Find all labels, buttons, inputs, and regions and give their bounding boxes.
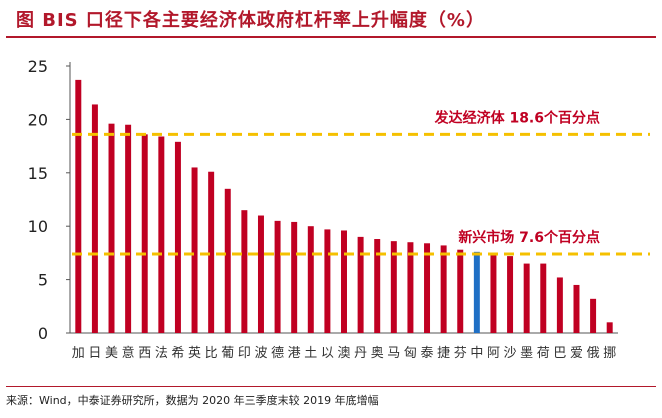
x-tick-label: 捷 (437, 346, 450, 361)
x-tick-label: 以 (321, 346, 334, 361)
x-tick-label: 荷 (537, 346, 550, 361)
bar-32 (606, 322, 613, 333)
x-tick-label: 德 (271, 346, 284, 361)
bar-26 (507, 256, 514, 333)
reference-label-0: 发达经济体 18.6个百分点 (434, 109, 600, 126)
y-tick-label: 5 (38, 271, 48, 290)
x-tick-label: 泰 (421, 346, 434, 361)
x-tick-label: 日 (88, 346, 101, 361)
bar-16 (341, 230, 347, 333)
bar-9 (224, 188, 231, 333)
bar-12 (274, 220, 281, 333)
bar-8 (208, 171, 215, 333)
bar-31 (590, 298, 597, 333)
x-tick-label: 俄 (587, 346, 600, 361)
x-tick-label: 希 (171, 346, 184, 361)
bar-4 (141, 134, 148, 333)
y-tick-label: 25 (28, 57, 48, 76)
x-tick-label: 挪 (603, 346, 616, 361)
x-tick-label: 匈 (404, 346, 417, 361)
reference-label-1: 新兴市场 7.6个百分点 (458, 229, 600, 246)
bar-6 (174, 141, 181, 333)
bar-0 (75, 79, 82, 333)
chart-title: 图 BIS 口径下各主要经济体政府杠杆率上升幅度（%） (16, 10, 485, 31)
x-tick-label: 印 (238, 346, 251, 361)
x-tick-label: 芬 (454, 346, 467, 361)
y-tick-label: 0 (38, 324, 48, 343)
x-tick-label: 爱 (570, 346, 583, 361)
y-tick-label: 15 (28, 164, 48, 183)
bar-29 (556, 277, 563, 333)
bar-1 (91, 104, 98, 333)
bar-19 (390, 241, 397, 333)
y-tick-label: 10 (28, 217, 48, 236)
x-tick-label: 阿 (487, 346, 500, 361)
bar-21 (424, 243, 431, 333)
bar-18 (374, 239, 381, 333)
source-divider (6, 386, 656, 387)
x-tick-label: 葡 (221, 346, 234, 361)
x-tick-label: 奥 (371, 346, 384, 361)
x-tick-label: 澳 (337, 345, 350, 361)
bar-24 (473, 251, 480, 333)
x-tick-label: 沙 (504, 346, 517, 361)
bar-20 (407, 242, 414, 333)
bar-13 (291, 221, 298, 333)
bar-28 (540, 263, 547, 333)
x-tick-label: 马 (387, 346, 400, 361)
bar-17 (357, 236, 364, 333)
x-tick-label: 墨 (520, 346, 533, 361)
x-tick-label: 巴 (553, 346, 566, 361)
bar-5 (158, 136, 165, 333)
x-tick-label: 港 (288, 346, 301, 361)
title-bar: 图 BIS 口径下各主要经济体政府杠杆率上升幅度（%） (0, 0, 662, 34)
bar-10 (241, 210, 248, 333)
x-tick-label: 意 (122, 345, 135, 361)
x-tick-label: 比 (205, 346, 218, 361)
bar-11 (257, 215, 264, 333)
bar-30 (573, 284, 580, 333)
bar-2 (108, 123, 115, 333)
x-tick-label: 加 (72, 346, 85, 361)
bar-27 (523, 263, 530, 333)
bar-3 (125, 124, 132, 334)
chart-area: 0 5 10 15 20 25 加日美意西法希英比葡印波德港土以澳丹奥马匈泰捷芬中阿沙墨荷巴… (0, 40, 662, 380)
bar-23 (457, 249, 464, 333)
bar-25 (490, 255, 497, 333)
source-note: 来源：Wind，中泰证券研究所，数据为 2020 年三季度末较 2019 年底增… (6, 394, 379, 407)
x-tick-label: 丹 (354, 346, 367, 361)
bar-15 (324, 229, 331, 333)
x-tick-label: 西 (138, 346, 151, 361)
y-tick-label: 20 (28, 110, 48, 129)
bar-chart: 0 5 10 15 20 25 加日美意西法希英比葡印波德港土以澳丹奥马匈泰捷芬中阿沙墨荷巴… (28, 57, 650, 361)
x-tick-label: 中 (470, 346, 483, 361)
title-divider (6, 36, 656, 38)
x-tick-label: 美 (105, 346, 118, 361)
x-tick-label: 英 (188, 346, 201, 361)
bar-22 (440, 245, 447, 333)
bar-7 (191, 167, 198, 333)
x-tick-label: 波 (254, 346, 267, 361)
bar-14 (307, 226, 314, 333)
x-tick-label: 土 (304, 346, 317, 361)
x-tick-label: 法 (155, 346, 168, 361)
